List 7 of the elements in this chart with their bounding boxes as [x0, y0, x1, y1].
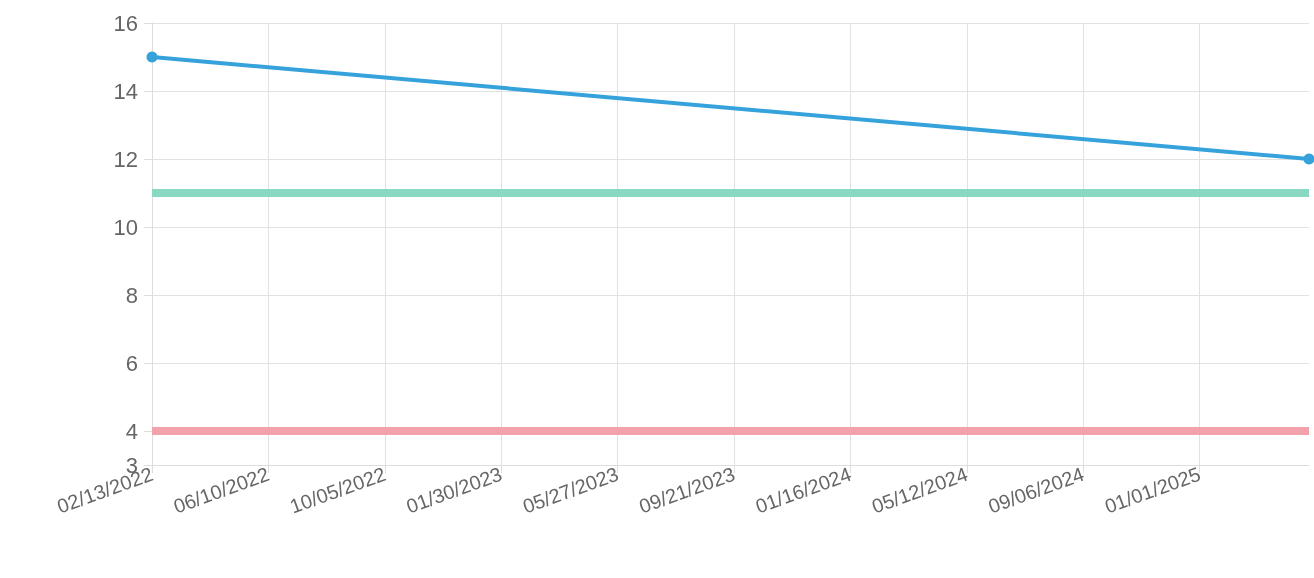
y-tick-label: 10	[113, 214, 138, 240]
y-tick-label: 16	[113, 10, 138, 36]
y-tick-label: 8	[125, 282, 138, 308]
y-tick-label: 12	[113, 146, 138, 172]
y-tick-label: 14	[113, 78, 138, 104]
y-tick-label: 6	[125, 350, 138, 376]
y-tick-label: 4	[125, 418, 138, 444]
